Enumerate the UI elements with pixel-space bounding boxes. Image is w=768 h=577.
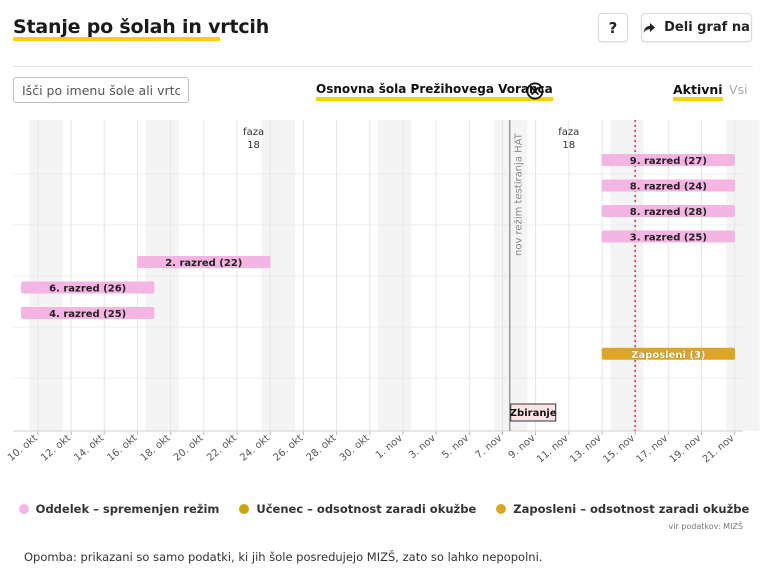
help-label: ? — [608, 18, 618, 37]
share-label: Deli graf na — [664, 20, 750, 35]
legend-item-class[interactable]: Oddelek – spremenjen režim — [18, 502, 220, 516]
x-tick-label: 17. nov — [634, 433, 670, 466]
help-button[interactable]: ? — [598, 13, 628, 42]
phase-number-2: 18 — [562, 140, 575, 151]
legend-dot-class — [18, 504, 29, 514]
timeline-bar-4 — [601, 230, 735, 243]
x-tick-label: 1. nov — [374, 433, 405, 461]
collection-tag-label: Zbiranje — [510, 408, 557, 419]
x-tick-label: 19. nov — [668, 433, 704, 466]
phase-label-1: faza — [243, 127, 264, 138]
timeline-bar-label-3: 8. razred (28) — [630, 207, 707, 218]
header-divider — [13, 66, 753, 67]
x-tick-label: 18. okt — [139, 433, 173, 464]
share-button[interactable]: Deli graf na — [641, 13, 752, 42]
x-tick-label: 10. okt — [6, 433, 40, 464]
timeline-bar-6 — [21, 281, 155, 294]
timeline-bar-label-8: Zaposleni (3) — [631, 350, 705, 361]
timeline-bar-label-7: 4. razred (25) — [49, 309, 126, 320]
data-source: vir podatkov: MIZŠ — [668, 522, 743, 531]
legend-item-employee[interactable]: Zaposleni – odsotnost zaradi okužbe — [496, 502, 749, 516]
x-tick-label: 22. okt — [205, 433, 239, 464]
x-tick-label: 15. nov — [601, 433, 637, 466]
legend-dot-student — [239, 504, 250, 514]
timeline-bar-label-2: 8. razred (24) — [630, 182, 707, 193]
x-tick-label: 9. nov — [507, 433, 538, 461]
phase-label-2: faza — [558, 127, 579, 138]
x-tick-label: 21. nov — [701, 433, 737, 466]
tab-active[interactable]: Aktivni — [673, 83, 723, 101]
timeline-bar-3 — [601, 205, 735, 217]
x-tick-label: 3. nov — [407, 433, 438, 461]
page-title: Stanje po šolah in vrtcih — [13, 16, 270, 38]
timeline-bar-1 — [601, 154, 735, 166]
x-tick-label: 13. nov — [568, 433, 604, 466]
legend-dot-employee — [496, 504, 507, 514]
x-tick-label: 16. okt — [106, 433, 140, 464]
x-tick-label: 30. okt — [338, 433, 372, 464]
timeline-bar-5 — [137, 256, 271, 268]
timeline-bar-8 — [601, 347, 735, 360]
x-tick-label: 20. okt — [172, 433, 206, 464]
timeline-bar-2 — [601, 179, 735, 192]
legend-item-student[interactable]: Učenec – odsotnost zaradi okužbe — [239, 502, 476, 516]
timeline-bar-label-6: 6. razred (26) — [49, 284, 126, 295]
x-tick-label: 14. okt — [72, 433, 106, 464]
tab-all[interactable]: Vsi — [729, 82, 748, 97]
legend-label-employee: Zaposleni – odsotnost zaradi okužbe — [513, 502, 750, 516]
legend-label-class: Oddelek – spremenjen režim — [35, 502, 220, 516]
x-tick-label: 11. nov — [535, 433, 571, 466]
collection-tag — [510, 403, 557, 422]
phase-number-1: 18 — [247, 140, 260, 151]
title-underline — [13, 37, 220, 41]
timeline-bar-label-1: 9. razred (27) — [630, 156, 707, 167]
x-tick-label: 24. okt — [238, 433, 272, 464]
chart-legend: Oddelek – spremenjen režim Učenec – odso… — [0, 502, 768, 516]
footnote: Opomba: prikazani so samo podatki, ki ji… — [24, 550, 543, 564]
x-tick-label: 28. okt — [305, 433, 339, 464]
timeline-bar-label-4: 3. razred (25) — [630, 233, 707, 244]
search-input[interactable] — [13, 77, 189, 103]
x-tick-label: 7. nov — [473, 433, 504, 461]
x-tick-label: 26. okt — [271, 433, 305, 464]
x-tick-label: 5. nov — [440, 433, 471, 461]
timeline-bar-7 — [21, 307, 155, 319]
event-label: nov režim testiranja HAT — [513, 132, 525, 256]
timeline-bar-label-5: 2. razred (22) — [165, 258, 242, 269]
timeline-chart: 10. okt 12. okt 14. okt 16. okt 18. okt 20. o… — [6, 120, 760, 466]
x-tick-label: 12. okt — [39, 433, 73, 464]
share-arrow-icon — [643, 22, 656, 33]
selected-school: Osnovna šola Prežihovega Voranca — [316, 83, 553, 101]
clear-selection-icon[interactable] — [526, 82, 544, 100]
legend-label-student: Učenec – odsotnost zaradi okužbe — [256, 502, 477, 516]
